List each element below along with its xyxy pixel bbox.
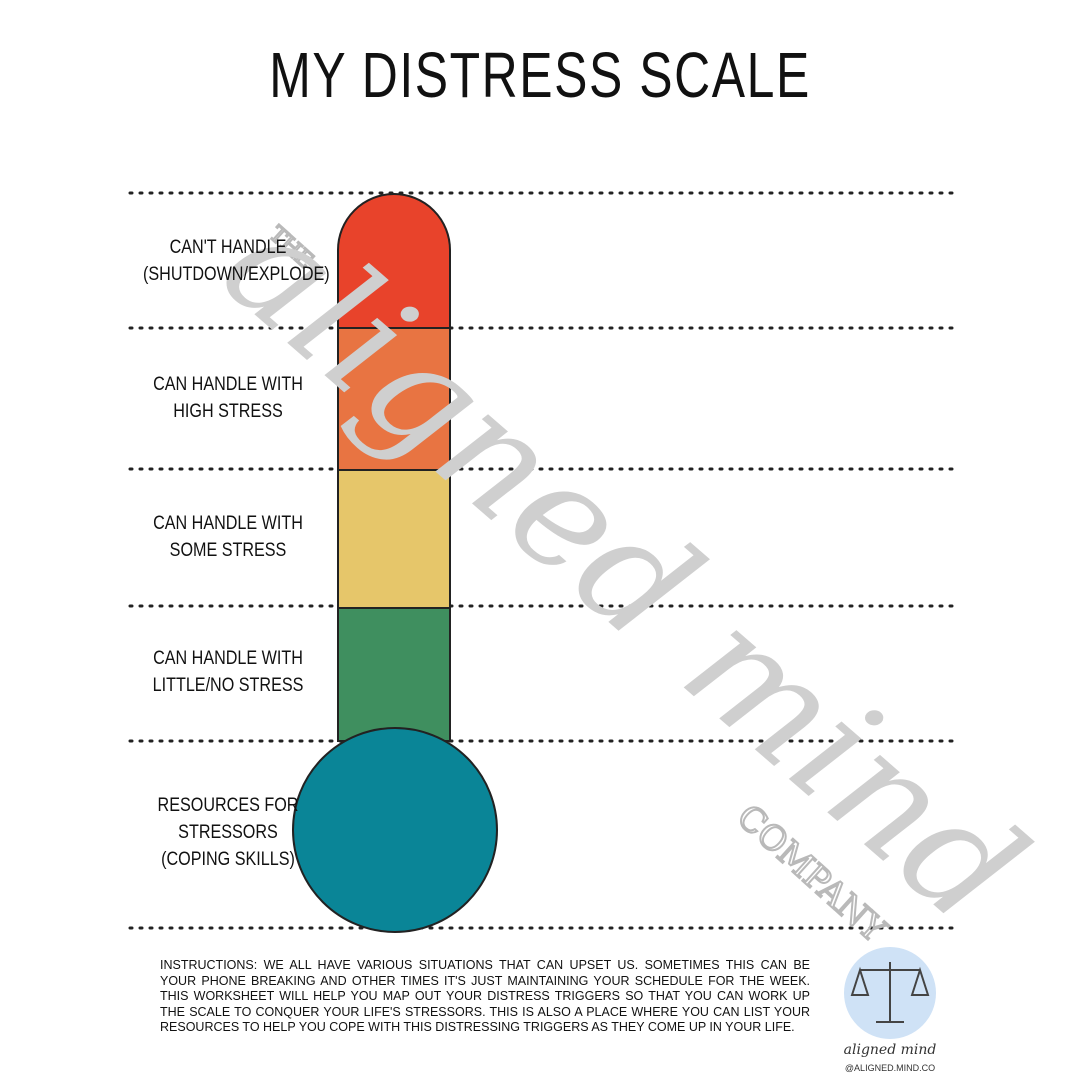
thermometer [292,193,498,933]
label-line: CAN HANDLE WITH [153,513,303,534]
label-line: CAN'T HANDLE [169,237,287,258]
label-line: LITTLE/NO STRESS [152,675,304,696]
label-line: CAN HANDLE WITH [153,374,303,395]
title: MY DISTRESS SCALE [269,39,811,111]
label-line: RESOURCES FOR [157,794,299,816]
logo-scale [850,962,930,1023]
logo-handle: @ALIGNED.MIND.CO [845,1063,935,1073]
label-line: HIGH STRESS [173,401,283,422]
dotted-lines [128,191,962,930]
level-label: RESOURCES FOR STRESSORS (COPING SKILLS) [143,792,313,873]
level-label: CAN'T HANDLE (SHUTDOWN/EXPLODE) [143,234,330,288]
bulb [292,727,498,933]
instructions: INSTRUCTIONS: WE ALL HAVE VARIOUS SITUAT… [160,958,810,1034]
segment-red [337,193,451,329]
label-line: CAN HANDLE WITH [153,648,303,669]
label-line: SOME STRESS [169,540,287,561]
label-line: STRESSORS [178,821,278,843]
segment-orange [337,327,451,471]
logo-name: aligned mind [844,1042,937,1058]
level-label: CAN HANDLE WITH LITTLE/NO STRESS [143,645,313,699]
label-line: (SHUTDOWN/EXPLODE) [143,264,330,285]
level-label: CAN HANDLE WITH SOME STRESS [143,510,313,564]
logo: aligned mind @ALIGNED.MIND.CO [844,947,937,1073]
segment-yellow [337,469,451,609]
label-line: (COPING SKILLS) [161,848,295,870]
segment-green [337,607,451,742]
level-label: CAN HANDLE WITH HIGH STRESS [143,371,313,425]
